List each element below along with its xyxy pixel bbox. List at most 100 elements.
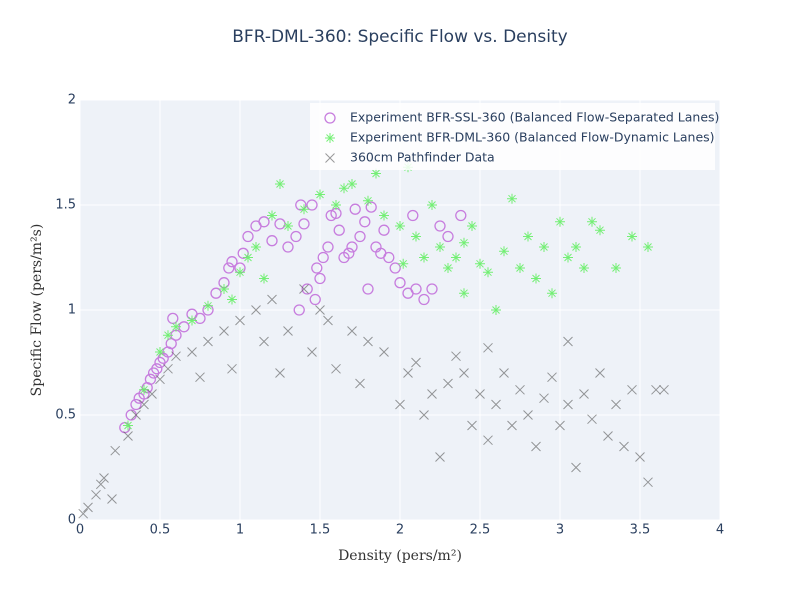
marker (314, 272, 326, 285)
marker (274, 218, 286, 230)
marker (163, 363, 173, 374)
marker (418, 293, 430, 306)
marker (555, 216, 565, 227)
marker (443, 378, 453, 389)
marker (83, 502, 93, 513)
marker (378, 224, 390, 236)
marker (301, 283, 313, 295)
marker (419, 252, 429, 263)
marker (483, 267, 493, 278)
marker (315, 189, 325, 200)
marker (459, 368, 469, 378)
marker (547, 288, 557, 299)
marker (267, 294, 277, 305)
marker (309, 293, 321, 306)
marker (627, 384, 637, 395)
marker (282, 241, 294, 253)
marker (383, 251, 395, 264)
marker (515, 263, 525, 273)
x-tick-label: 1 (236, 523, 244, 538)
marker (643, 242, 653, 252)
marker (651, 384, 661, 395)
legend-label: 360cm Pathfinder Data (350, 150, 495, 165)
marker (523, 410, 533, 420)
marker (531, 273, 541, 284)
marker (362, 283, 374, 295)
marker (515, 384, 525, 395)
legend-symbol (325, 133, 335, 143)
marker (123, 420, 133, 431)
legend-label: Experiment BFR-DML-360 (Balanced Flow-Dy… (350, 130, 715, 145)
marker (563, 252, 573, 263)
marker (349, 203, 361, 215)
marker (307, 347, 317, 357)
x-tick-label: 4 (716, 523, 724, 538)
marker (298, 218, 310, 230)
marker (243, 252, 253, 263)
marker (547, 372, 557, 383)
marker (435, 452, 445, 462)
legend-label: Experiment BFR-SSL-360 (Balanced Flow-Se… (350, 110, 719, 125)
marker (306, 199, 318, 211)
marker (187, 315, 197, 326)
marker (579, 389, 589, 399)
marker (379, 210, 389, 221)
marker (451, 252, 461, 263)
marker (427, 200, 437, 210)
marker (283, 326, 293, 336)
marker (443, 263, 453, 273)
marker (235, 267, 245, 278)
marker (659, 384, 669, 395)
marker (410, 283, 422, 295)
marker (203, 336, 213, 347)
marker (258, 216, 270, 228)
marker (242, 230, 254, 243)
marker (475, 389, 485, 399)
marker (499, 368, 509, 378)
marker (251, 242, 261, 252)
marker (290, 230, 302, 243)
legend-box (310, 103, 715, 170)
marker (78, 508, 89, 519)
marker (227, 363, 237, 374)
marker (507, 193, 517, 204)
marker (95, 479, 106, 490)
marker (483, 342, 493, 353)
marker (595, 368, 605, 378)
marker (107, 494, 117, 504)
x-tick-label: 0.5 (150, 523, 171, 538)
marker (210, 287, 222, 299)
marker (434, 220, 446, 232)
marker (227, 294, 237, 305)
marker (539, 242, 549, 252)
marker (459, 288, 469, 299)
marker (643, 477, 653, 488)
marker (427, 389, 437, 399)
marker (411, 357, 421, 368)
marker (226, 256, 238, 268)
y-tick-label: 2 (68, 93, 76, 108)
marker (365, 201, 377, 213)
marker (419, 410, 429, 420)
marker (587, 216, 597, 227)
marker (155, 347, 165, 357)
marker (171, 321, 181, 332)
y-tick-label: 1 (68, 303, 76, 318)
y-axis-label: Specific Flow (pers/m²s) (29, 224, 45, 397)
marker (130, 398, 142, 411)
y-tick-label: 1.5 (55, 198, 76, 213)
y-tick-label: 0.5 (55, 408, 76, 423)
marker (579, 263, 589, 273)
marker (139, 384, 149, 395)
marker (555, 420, 565, 431)
x-tick-label: 0 (76, 523, 84, 538)
marker (131, 410, 141, 420)
marker (371, 168, 381, 179)
marker (259, 273, 269, 284)
marker (435, 242, 445, 252)
marker (347, 179, 357, 189)
marker (139, 399, 149, 410)
marker (219, 326, 229, 336)
marker (315, 305, 325, 315)
